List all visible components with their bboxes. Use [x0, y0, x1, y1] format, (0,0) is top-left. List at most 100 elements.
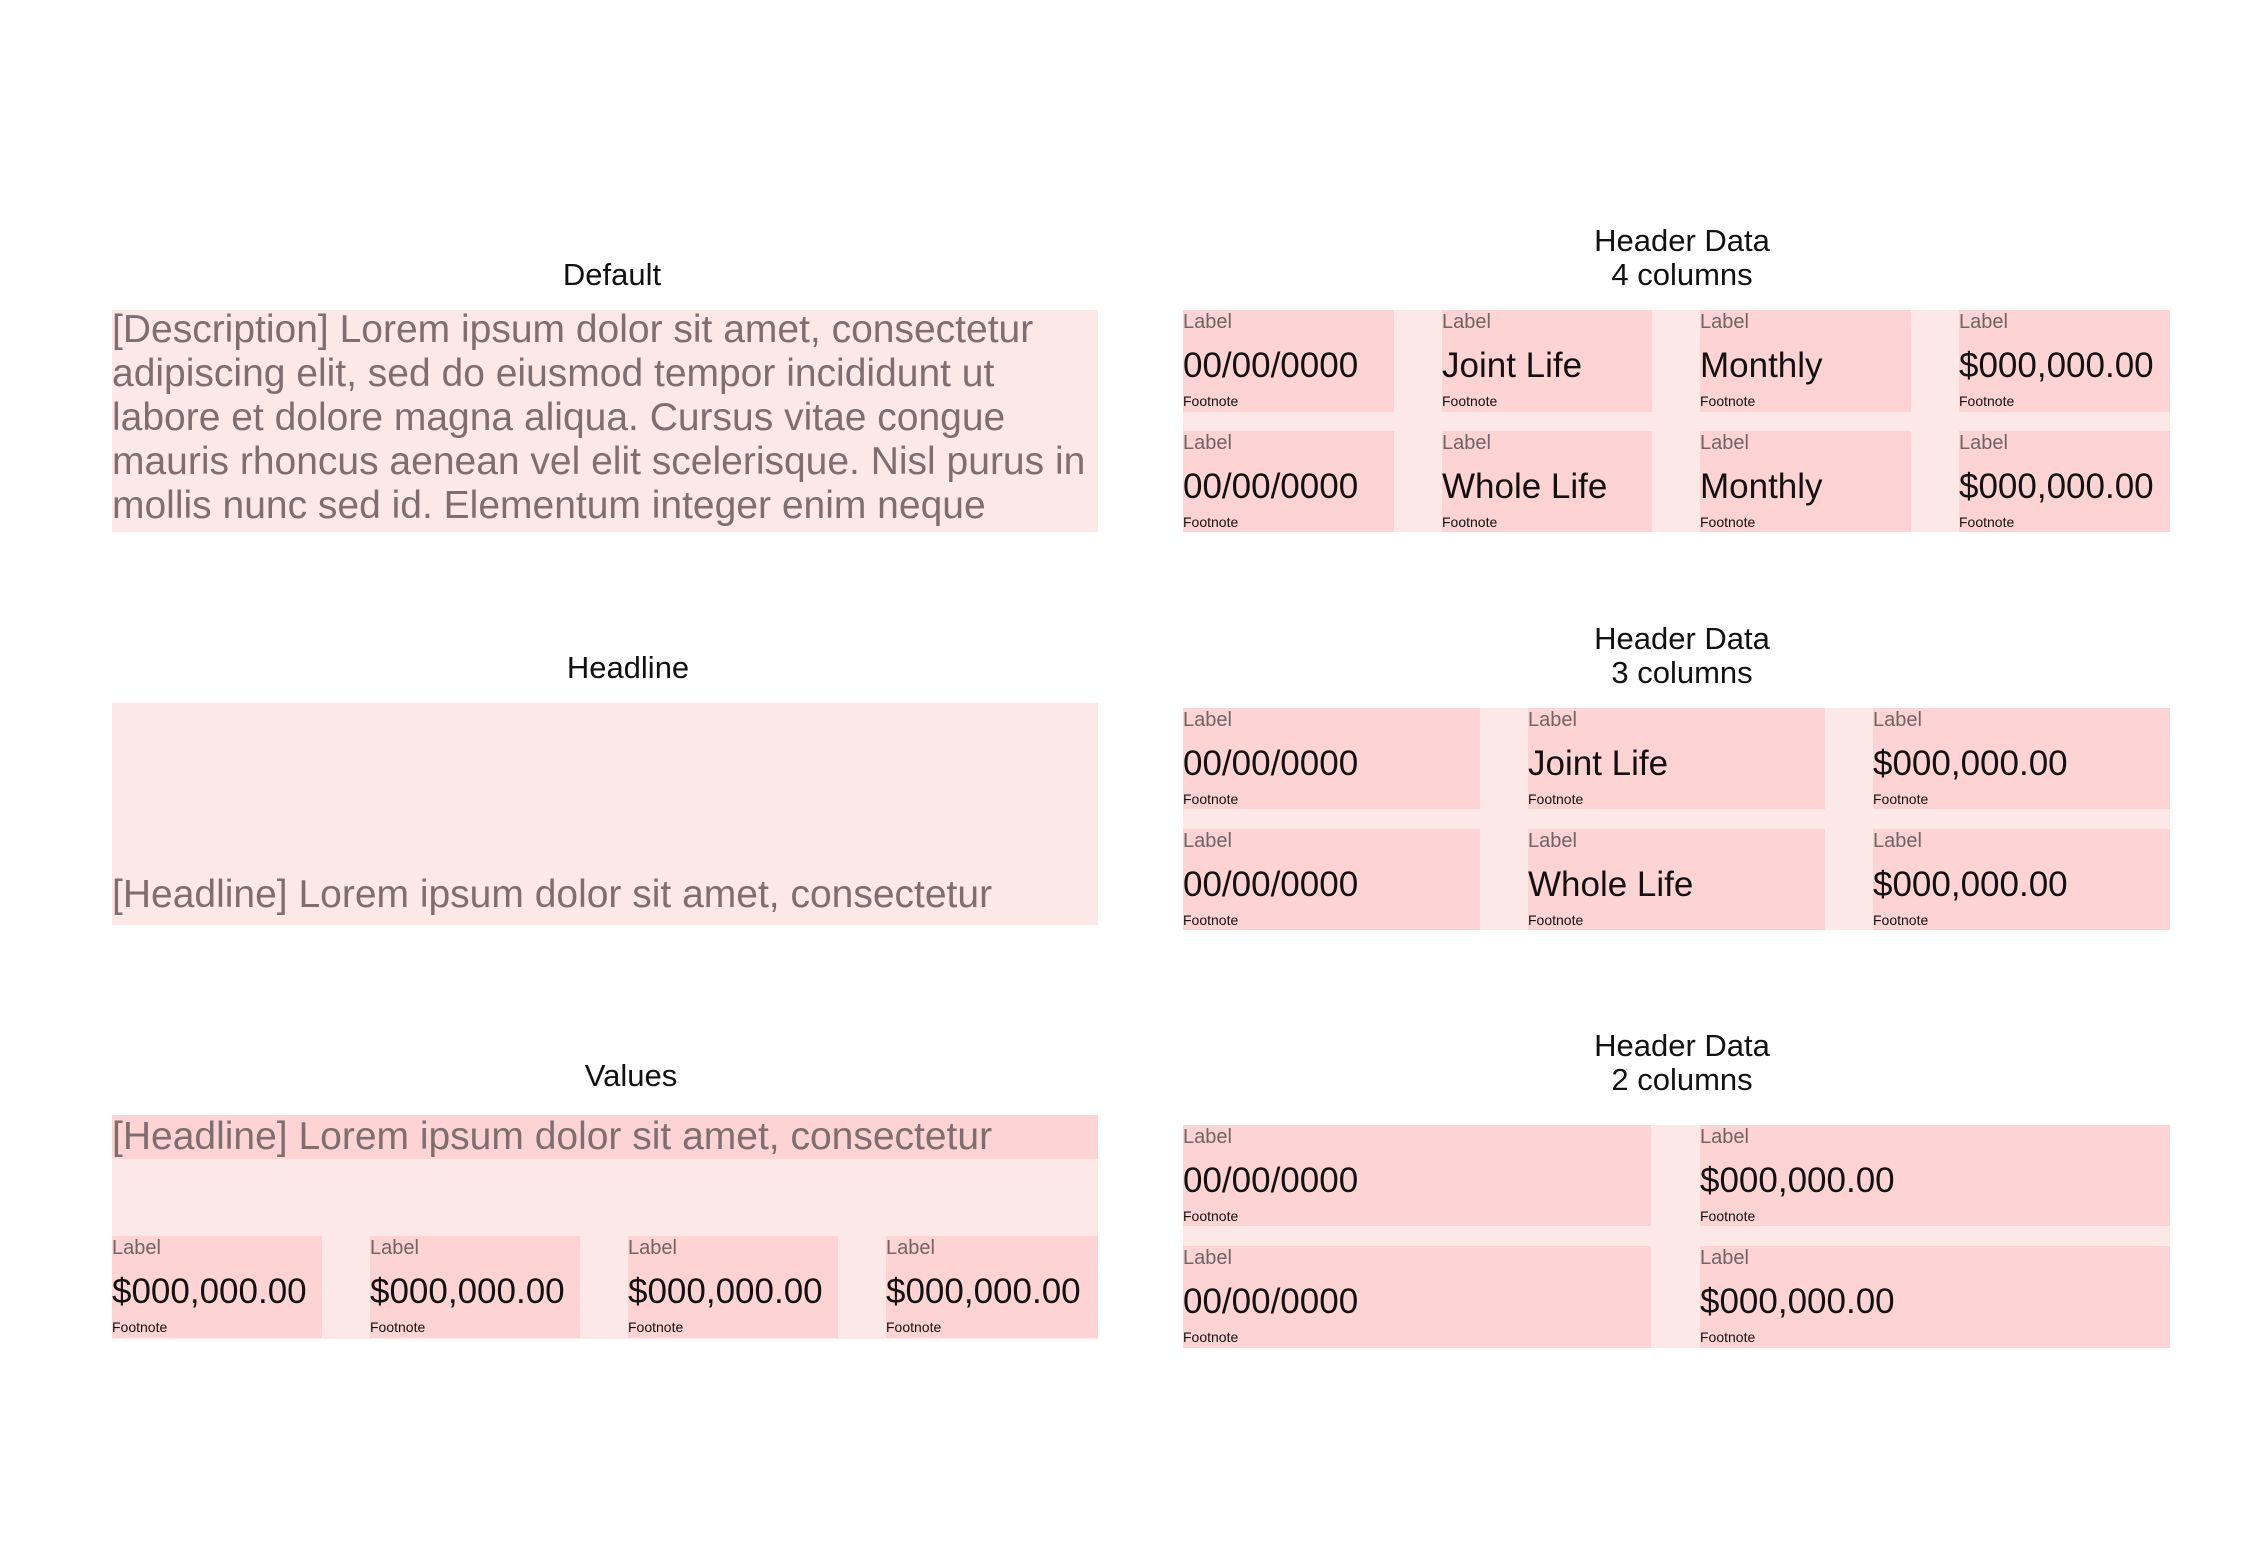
header-3col-title: Header Data 3 columns — [1594, 621, 1770, 690]
header-2col-title: Header Data 2 columns — [1594, 1028, 1770, 1097]
cell-footnote: Footnote — [1959, 393, 2015, 409]
cell-footnote: Footnote — [1442, 393, 1498, 409]
data-cell: Label $000,000.00 Footnote — [1959, 310, 2170, 412]
header-3col-panel: Label 00/00/0000 Footnote Label Joint Li… — [1183, 708, 2170, 930]
cell-value: $000,000.00 — [112, 1272, 307, 1311]
cell-value: Whole Life — [1528, 865, 1694, 904]
cell-value: Monthly — [1700, 346, 1823, 385]
cell-footnote: Footnote — [628, 1319, 684, 1335]
cell-footnote: Footnote — [1873, 912, 1929, 928]
cell-footnote: Footnote — [1528, 791, 1584, 807]
data-cell: Label $000,000.00 Footnote — [1959, 431, 2170, 532]
cell-label: Label — [1183, 432, 1232, 454]
headline-panel: [Headline] Lorem ipsum dolor sit amet, c… — [112, 703, 1098, 925]
data-cell: Label Whole Life Footnote — [1442, 431, 1652, 532]
cell-label: Label — [1183, 1126, 1232, 1148]
cell-label: Label — [1959, 432, 2008, 454]
data-cell: Label 00/00/0000 Footnote — [1183, 310, 1394, 412]
cell-value: 00/00/0000 — [1183, 1282, 1359, 1321]
cell-footnote: Footnote — [112, 1319, 168, 1335]
cell-value: Whole Life — [1442, 467, 1608, 506]
cell-label: Label — [1700, 311, 1749, 333]
header-4col-panel: Label 00/00/0000 Footnote Label Joint Li… — [1183, 310, 2170, 532]
cell-footnote: Footnote — [1873, 791, 1929, 807]
values-headline-strip — [112, 1115, 1098, 1159]
description-panel: [Description] Lorem ipsum dolor sit amet… — [112, 310, 1098, 532]
cell-label: Label — [1700, 1126, 1749, 1148]
data-cell: Label 00/00/0000 Footnote — [1183, 1246, 1651, 1348]
data-cell: Label Joint Life Footnote — [1528, 708, 1825, 809]
cell-label: Label — [1959, 311, 2008, 333]
data-cell: Label 00/00/0000 Footnote — [1183, 829, 1480, 930]
cell-footnote: Footnote — [1442, 514, 1498, 530]
cell-label: Label — [1873, 709, 1922, 731]
cell-footnote: Footnote — [1528, 912, 1584, 928]
headline-text: [Headline] Lorem ipsum dolor sit amet, c… — [112, 873, 993, 916]
cell-footnote: Footnote — [1183, 1208, 1239, 1224]
value-cell: Label $000,000.00 Footnote — [112, 1236, 322, 1338]
cell-value: $000,000.00 — [1700, 1161, 1895, 1200]
cell-value: $000,000.00 — [1873, 744, 2068, 783]
data-cell: Label $000,000.00 Footnote — [1873, 829, 2170, 930]
description-text: [Description] Lorem ipsum dolor sit amet… — [112, 310, 1086, 527]
cell-label: Label — [1528, 709, 1577, 731]
cell-value: 00/00/0000 — [1183, 744, 1359, 783]
cell-value: Joint Life — [1442, 346, 1583, 385]
cell-value: $000,000.00 — [886, 1272, 1081, 1311]
cell-footnote: Footnote — [1959, 514, 2015, 530]
value-cell: Label $000,000.00 Footnote — [370, 1236, 580, 1338]
cell-footnote: Footnote — [1700, 1208, 1756, 1224]
default-title: Default — [562, 257, 662, 292]
cell-label: Label — [1528, 830, 1577, 852]
cell-label: Label — [1442, 432, 1491, 454]
cell-footnote: Footnote — [1700, 1329, 1756, 1345]
cell-value: 00/00/0000 — [1183, 865, 1359, 904]
cell-label: Label — [1700, 432, 1749, 454]
cell-value: $000,000.00 — [370, 1272, 565, 1311]
value-cell: Label $000,000.00 Footnote — [628, 1236, 838, 1338]
headline-title: Headline — [566, 650, 690, 685]
header-4col-title: Header Data 4 columns — [1594, 223, 1770, 292]
data-cell: Label $000,000.00 Footnote — [1700, 1246, 2170, 1348]
cell-footnote: Footnote — [1700, 514, 1756, 530]
cell-value: 00/00/0000 — [1183, 467, 1359, 506]
cell-label: Label — [1442, 311, 1491, 333]
cell-label: Label — [1183, 311, 1232, 333]
cell-value: $000,000.00 — [1959, 346, 2154, 385]
data-cell: Label $000,000.00 Footnote — [1873, 708, 2170, 809]
cell-footnote: Footnote — [1183, 791, 1239, 807]
data-cell: Label 00/00/0000 Footnote — [1183, 1125, 1651, 1226]
cell-value: $000,000.00 — [1959, 467, 2154, 506]
cell-value: $000,000.00 — [1873, 865, 2068, 904]
cell-label: Label — [886, 1237, 935, 1259]
value-cell: Label $000,000.00 Footnote — [886, 1236, 1098, 1338]
cell-footnote: Footnote — [370, 1319, 426, 1335]
data-cell: Label $000,000.00 Footnote — [1700, 1125, 2170, 1226]
cell-label: Label — [1183, 830, 1232, 852]
cell-footnote: Footnote — [1183, 1329, 1239, 1345]
cell-label: Label — [1183, 709, 1232, 731]
data-cell: Label Whole Life Footnote — [1528, 829, 1825, 930]
cell-label: Label — [1873, 830, 1922, 852]
cell-label: Label — [1183, 1247, 1232, 1269]
cell-label: Label — [628, 1237, 677, 1259]
cell-footnote: Footnote — [1183, 514, 1239, 530]
header-2col-panel: Label 00/00/0000 Footnote Label $000,000… — [1183, 1125, 2170, 1348]
cell-footnote: Footnote — [1183, 393, 1239, 409]
data-cell: Label Monthly Footnote — [1700, 431, 1911, 532]
cell-footnote: Footnote — [1183, 912, 1239, 928]
data-cell: Label Joint Life Footnote — [1442, 310, 1652, 412]
cell-label: Label — [1700, 1247, 1749, 1269]
data-cell: Label 00/00/0000 Footnote — [1183, 708, 1480, 809]
cell-value: $000,000.00 — [628, 1272, 823, 1311]
cell-value: $000,000.00 — [1700, 1282, 1895, 1321]
cell-footnote: Footnote — [1700, 393, 1756, 409]
values-panel: [Headline] Lorem ipsum dolor sit amet, c… — [112, 1115, 1098, 1339]
cell-value: 00/00/0000 — [1183, 1161, 1359, 1200]
cell-footnote: Footnote — [886, 1319, 942, 1335]
data-cell: Label Monthly Footnote — [1700, 310, 1911, 412]
cell-value: Joint Life — [1528, 744, 1669, 783]
cell-label: Label — [370, 1237, 419, 1259]
cell-value: Monthly — [1700, 467, 1823, 506]
cell-label: Label — [112, 1237, 161, 1259]
